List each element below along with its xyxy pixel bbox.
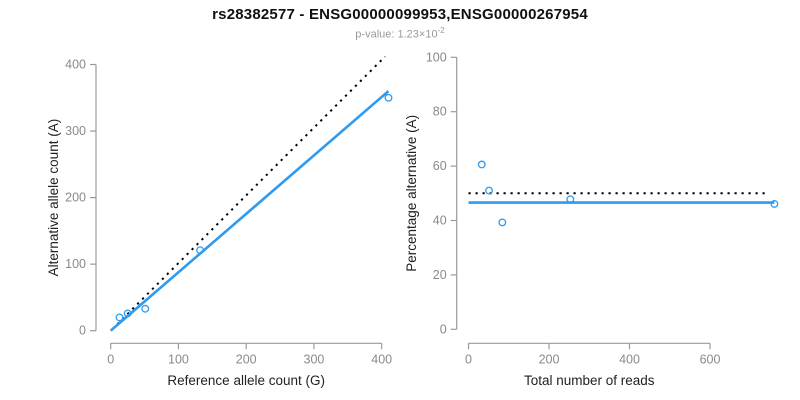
x-axis-title: Total number of reads — [524, 373, 655, 388]
y-tick-label: 200 — [65, 191, 86, 205]
y-axis-title: Percentage alternative (A) — [404, 115, 419, 272]
data-point — [770, 199, 779, 208]
x-tick-label: 200 — [539, 352, 560, 366]
data-point — [477, 160, 486, 169]
x-tick-label: 200 — [236, 352, 257, 366]
pvalue-text: p-value: 1.23×10 — [355, 28, 438, 41]
data-point — [498, 218, 507, 227]
data-point — [485, 186, 493, 195]
fitted-line — [109, 90, 390, 332]
expected-under-null-line — [116, 55, 386, 325]
y-tick-label: 400 — [65, 58, 86, 72]
y-tick-label: 100 — [65, 257, 86, 271]
y-tick-label: 300 — [65, 124, 86, 138]
y-axis-title: Alternative allele count (A) — [46, 119, 61, 277]
x-tick-label: 300 — [304, 352, 325, 366]
y-tick-label: 0 — [440, 322, 447, 336]
data-point — [196, 246, 205, 255]
x-tick-label: 400 — [371, 352, 392, 366]
pvalue-exponent: -2 — [437, 26, 445, 35]
x-tick-label: 0 — [465, 352, 472, 366]
pvalue-subtitle: p-value: 1.23×10-2 — [0, 26, 800, 41]
data-point — [384, 93, 393, 102]
y-tick-label: 100 — [426, 50, 447, 64]
y-tick-label: 80 — [433, 105, 447, 119]
page-title: rs28382577 - ENSG00000099953,ENSG0000026… — [212, 6, 588, 23]
x-tick-label: 100 — [168, 352, 189, 366]
data-point — [566, 195, 575, 204]
x-tick-label: 600 — [700, 352, 721, 366]
x-axis-title: Reference allele count (G) — [167, 373, 325, 388]
x-tick-label: 0 — [107, 352, 114, 366]
data-point — [141, 304, 150, 313]
y-tick-label: 40 — [433, 214, 447, 228]
y-tick-label: 20 — [433, 268, 447, 282]
data-point — [115, 313, 124, 322]
data-point — [123, 309, 132, 318]
x-tick-label: 400 — [619, 352, 640, 366]
y-tick-label: 0 — [79, 324, 86, 338]
y-tick-label: 60 — [433, 159, 447, 173]
